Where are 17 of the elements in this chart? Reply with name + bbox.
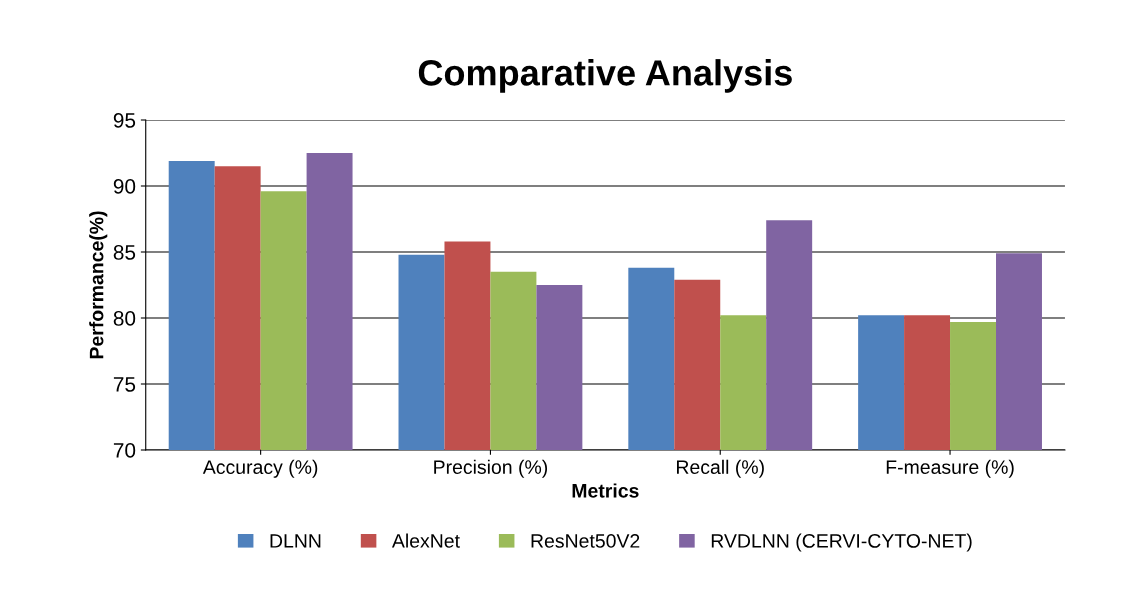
x-tick-label: Recall (%) [677, 459, 764, 478]
legend-label: DLNN [270, 534, 321, 548]
y-tick-label: 90 [113, 179, 136, 194]
x-tick-label: F-measure (%) [886, 459, 1014, 478]
x-tick-label: Accuracy (%) [202, 459, 318, 478]
y-tick-label: 95 [113, 113, 136, 128]
y-tick-label: 80 [113, 311, 136, 326]
y-tick-label: 70 [113, 443, 136, 458]
y-tick-label: 75 [113, 377, 136, 392]
x-tick-label: Precision (%) [434, 459, 548, 478]
y-tick-label: 85 [113, 245, 136, 260]
legend-label: ResNet50V2 [531, 534, 640, 548]
legend-label: RVDLNN (CERVI-CYTO-NET) [711, 533, 972, 552]
chart-title: Comparative Analysis [418, 59, 792, 93]
legend-label: AlexNet [391, 533, 460, 548]
x-axis-title: Metrics [572, 483, 639, 498]
y-axis-title: Performance(%) [89, 211, 108, 359]
